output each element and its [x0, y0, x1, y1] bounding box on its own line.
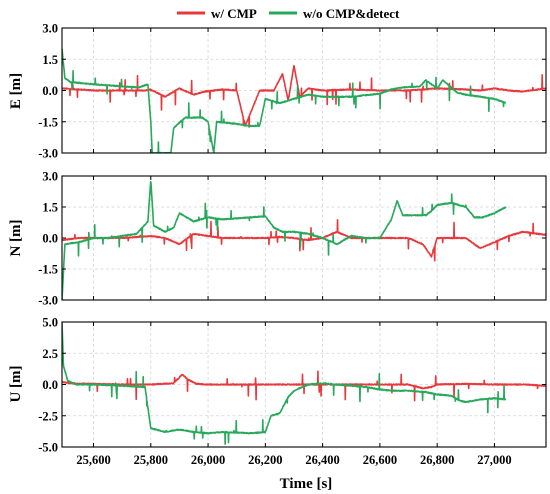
- legend-label-w-cmp: w/ CMP: [211, 6, 257, 21]
- series-line: [62, 218, 546, 262]
- x-tick-label: 26,000: [191, 453, 225, 467]
- x-tick-label: 25,800: [134, 453, 168, 467]
- xlabel: Time [s]: [280, 476, 333, 492]
- panel-up: U [m] 5.0 2.5 0.0 -2.5 -5.0 25,600 25,800 26,00…: [8, 316, 547, 467]
- x-tick-label: 26,600: [363, 453, 397, 467]
- series-line: [62, 322, 507, 445]
- y-tick-label: 0.0: [42, 84, 58, 98]
- y-tick-label: 5.0: [42, 316, 58, 330]
- y-tick-label: 3.0: [42, 22, 58, 36]
- y-tick-label: 2.5: [42, 347, 58, 361]
- x-tick-label: 25,600: [76, 453, 110, 467]
- x-tick-label: 26,400: [305, 453, 339, 467]
- x-tick-label: 27,000: [477, 453, 511, 467]
- x-tick-label: 26,800: [420, 453, 454, 467]
- y-tick-label: -2.5: [38, 409, 58, 423]
- y-tick-label: -5.0: [38, 441, 58, 455]
- series-line: [62, 181, 507, 300]
- panel-east: E [m] 3.0 1.5 0.0 -1.5 -3.0: [8, 22, 547, 161]
- y-tick-label: 1.5: [42, 53, 58, 67]
- panel-north: N [m] 3.0 1.5 0.0 -1.5 -3.0: [8, 170, 547, 308]
- y-tick-label: 3.0: [42, 170, 58, 184]
- y-tick-label: -1.5: [38, 263, 58, 277]
- x-tick-label: 26,200: [248, 453, 282, 467]
- y-tick-label: 0.0: [42, 378, 58, 392]
- y-tick-label: 1.5: [42, 201, 58, 215]
- ylabel-east: E [m]: [8, 73, 24, 109]
- legend: w/ CMP w/o CMP&detect: [177, 6, 400, 21]
- y-tick-label: -1.5: [38, 115, 58, 129]
- legend-label-wo-cmp-detect: w/o CMP&detect: [303, 6, 400, 21]
- series-line: [62, 48, 507, 153]
- y-tick-label: 0.0: [42, 232, 58, 246]
- y-tick-label: -3.0: [38, 147, 58, 161]
- ylabel-north: N [m]: [8, 219, 24, 256]
- series-line: [62, 64, 546, 128]
- ylabel-up: U [m]: [8, 365, 24, 402]
- y-tick-label: -3.0: [38, 294, 58, 308]
